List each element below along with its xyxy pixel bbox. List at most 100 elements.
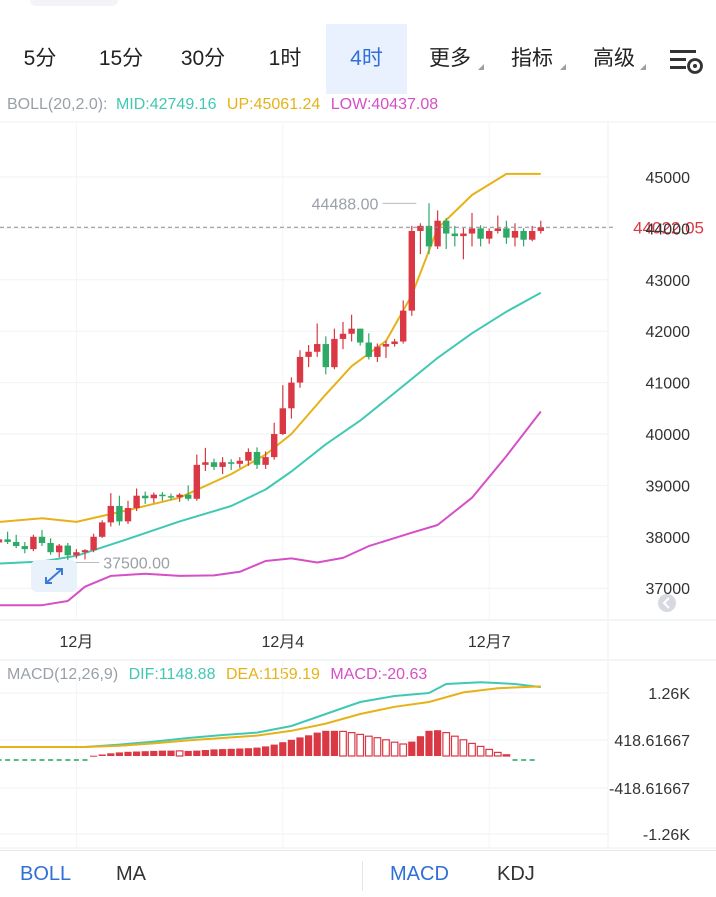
- candle-body: [382, 344, 390, 347]
- macd-y-tick-label: -1.26K: [643, 827, 690, 844]
- candle: [271, 422, 278, 460]
- candle-body: [417, 225, 424, 231]
- candle: [47, 538, 54, 555]
- macd-bar: [158, 750, 166, 756]
- high-marker-label: 44488.00: [312, 196, 379, 213]
- candle-body: [245, 451, 252, 461]
- macd-bar: [322, 730, 330, 756]
- macd-bar: [227, 748, 235, 756]
- candle-body: [210, 462, 218, 467]
- candle: [21, 541, 28, 554]
- candle-body: [314, 344, 321, 352]
- svg-text:MACD(12,26,9) DIF:1148.88: MACD(12,26,9) DIF:1148.88 DEA:1159.19 MA…: [7, 666, 427, 683]
- candle: [81, 549, 89, 560]
- macd-bar: [90, 755, 98, 757]
- candle-body: [107, 505, 114, 523]
- tab-30min[interactable]: 30分: [166, 24, 240, 94]
- candle-body: [228, 462, 235, 464]
- macd-bar: [330, 730, 338, 756]
- candle-body: [47, 542, 54, 553]
- candle-body: [73, 552, 80, 556]
- boll-low-line: [0, 410, 542, 607]
- macd-bar: [219, 749, 227, 756]
- candle: [107, 493, 114, 527]
- candle: [4, 531, 11, 544]
- candle: [56, 543, 63, 558]
- macd-dea-line: [0, 685, 541, 748]
- macd-bar: [193, 750, 201, 756]
- macd-bar: [476, 745, 485, 757]
- candle: [460, 227, 467, 260]
- candle-body: [460, 233, 467, 237]
- candle: [288, 377, 295, 419]
- candle-body: [288, 382, 295, 409]
- macd-bar: [313, 732, 321, 756]
- candle-body: [511, 230, 519, 238]
- tab-label: MA: [116, 863, 146, 885]
- tab-macd[interactable]: MACD: [390, 863, 449, 886]
- candle: [391, 338, 398, 347]
- candle-body: [262, 457, 269, 465]
- candle: [142, 491, 149, 504]
- candle: [176, 493, 183, 502]
- y-tick-label: 39000: [646, 478, 691, 495]
- current-price-box: [614, 215, 716, 240]
- candle: [365, 333, 372, 360]
- macd-y-tick-label: -418.61667: [609, 781, 690, 798]
- tab-15min[interactable]: 15分: [84, 24, 158, 94]
- candle: [99, 520, 106, 538]
- axes: 45000 44000 43000 42000 41000 40000 39000 38000…: [59, 170, 690, 651]
- candle: [296, 350, 304, 388]
- macd-bar: [356, 733, 365, 757]
- macd-bar: [296, 737, 304, 756]
- tab-more[interactable]: 更多: [414, 24, 486, 94]
- candle-body: [236, 460, 243, 464]
- tab-indicators[interactable]: 指标: [496, 24, 568, 94]
- candle-body: [253, 451, 261, 465]
- price-chart[interactable]: BOLL(20,2.0): MID:42749.16 UP:45061.24 L…: [0, 0, 716, 850]
- macd-bar: [450, 735, 459, 757]
- macd-bar: [347, 731, 356, 757]
- tab-label: MACD: [390, 863, 449, 885]
- tab-advanced[interactable]: 高级: [578, 24, 650, 94]
- tab-1hour[interactable]: 1时: [248, 24, 322, 94]
- macd-bar: [98, 754, 106, 756]
- candle: [451, 225, 458, 247]
- candle-body: [296, 356, 304, 383]
- tab-label: 5分: [23, 47, 57, 70]
- candle-body: [434, 220, 441, 247]
- candle: [529, 225, 536, 242]
- divider: [362, 861, 363, 891]
- candle: [150, 492, 157, 503]
- tab-5min[interactable]: 5分: [8, 24, 72, 94]
- indicator-tab-bar: BOLL MA MACD KDJ: [0, 850, 716, 897]
- x-tick-label: 12月: [59, 634, 93, 651]
- tab-kdj[interactable]: KDJ: [497, 863, 535, 886]
- expand-icon[interactable]: [31, 560, 77, 592]
- candle: [262, 451, 269, 469]
- chart-settings-icon[interactable]: [666, 44, 706, 78]
- tab-label: 高级: [593, 47, 635, 70]
- macd-bar: [167, 750, 175, 756]
- boll-lines: [0, 172, 542, 607]
- tab-ma[interactable]: MA: [116, 863, 146, 886]
- dropdown-triangle-icon: [640, 64, 646, 70]
- candle: [210, 458, 218, 470]
- tab-4hour[interactable]: 4时: [326, 24, 407, 94]
- candle: [357, 328, 364, 346]
- candle: [253, 447, 261, 469]
- scroll-to-latest-icon[interactable]: [658, 594, 676, 612]
- macd-bar: [364, 735, 373, 757]
- candle: [236, 457, 243, 468]
- candle: [124, 500, 132, 524]
- tab-label: 指标: [511, 47, 553, 70]
- boll-up-value: UP:45061.24: [227, 96, 321, 113]
- candle: [305, 345, 312, 368]
- candle-body: [13, 541, 20, 547]
- candle: [339, 321, 347, 350]
- x-tick-label: 12月7: [468, 634, 511, 651]
- candle-body: [124, 508, 132, 522]
- tab-boll[interactable]: BOLL: [20, 863, 71, 886]
- macd-bar: [201, 750, 209, 756]
- candle-body: [0, 539, 3, 543]
